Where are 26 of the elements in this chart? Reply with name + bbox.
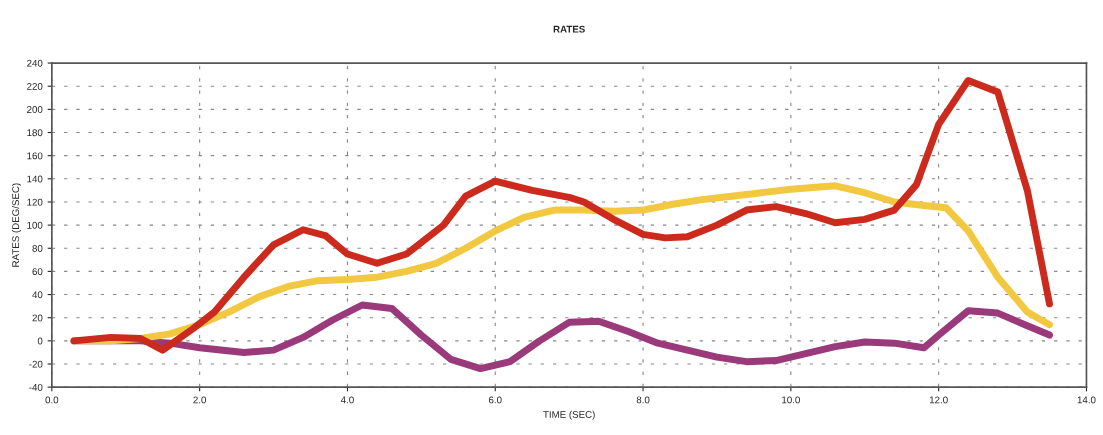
x-tick-label: 12.0 <box>929 396 948 404</box>
y-tick-label: 100 <box>27 221 43 229</box>
x-tick-label: 10.0 <box>782 396 800 404</box>
y-axis-title: RATES (DEG/SEC) <box>11 183 22 267</box>
x-tick-label: 8.0 <box>636 396 650 404</box>
y-tick-label: 140 <box>27 175 43 183</box>
y-tick-label: 20 <box>32 314 43 322</box>
x-tick-label: 14.0 <box>1077 396 1096 404</box>
y-tick-label: 240 <box>27 59 43 67</box>
y-tick-label: 180 <box>27 129 43 137</box>
x-tick-label: 6.0 <box>488 396 502 404</box>
y-tick-label: 160 <box>27 152 43 160</box>
y-tick-label: 200 <box>27 106 43 113</box>
x-tick-label: 2.0 <box>193 396 207 404</box>
x-tick-label: 4.0 <box>340 396 354 404</box>
x-axis-title: TIME (SEC) <box>543 410 595 420</box>
y-tick-label: 220 <box>27 82 43 90</box>
y-tick-label: 40 <box>32 291 43 299</box>
x-tick-label: 0.0 <box>45 396 59 404</box>
y-tick-label: 0 <box>37 337 43 345</box>
y-tick-label: 60 <box>32 268 43 276</box>
chart-title: RATES <box>553 25 585 33</box>
y-tick-label: 120 <box>27 198 43 206</box>
y-tick-label: 80 <box>32 244 43 252</box>
y-tick-label: -20 <box>29 360 43 368</box>
y-tick-label: -40 <box>29 383 43 391</box>
